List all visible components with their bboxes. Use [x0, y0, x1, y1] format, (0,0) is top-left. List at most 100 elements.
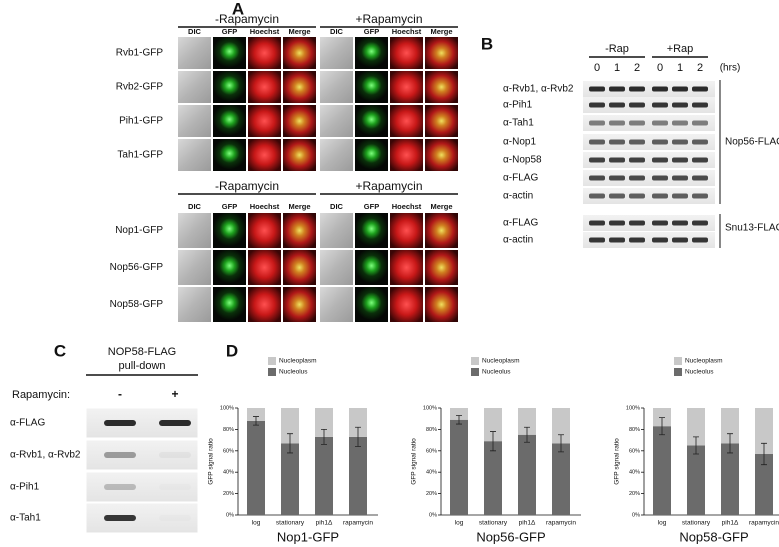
bar-segment [552, 443, 570, 515]
bar-segment [687, 445, 705, 515]
column-label: GFP [222, 27, 237, 36]
legend-swatch [268, 357, 276, 365]
y-tick-label: 80% [629, 427, 640, 433]
micrograph [178, 139, 211, 171]
bar-segment [484, 408, 502, 442]
bar-segment [687, 408, 705, 446]
bar-segment [653, 426, 671, 515]
bar-segment [484, 441, 502, 515]
column-label: DIC [188, 27, 202, 36]
micrograph [390, 213, 423, 248]
column-label: Hoechst [392, 27, 422, 36]
micrograph [213, 213, 246, 248]
band [104, 452, 136, 458]
condition-header: -Rap [605, 43, 629, 55]
band [589, 120, 605, 126]
band [672, 175, 688, 181]
micrograph [213, 105, 246, 137]
band [629, 102, 645, 108]
bar-segment [552, 408, 570, 444]
timepoint: 0 [594, 62, 600, 74]
micrograph [320, 105, 353, 137]
bar-segment [755, 408, 773, 455]
band [159, 452, 191, 458]
blot-label: α-Tah1 [503, 118, 534, 129]
band [629, 193, 645, 199]
band [589, 86, 605, 92]
band [629, 139, 645, 145]
band [609, 120, 625, 126]
panel-title: pull-down [118, 360, 165, 372]
condition-header: +Rap [667, 43, 694, 55]
micrograph [248, 250, 281, 285]
band [692, 175, 708, 181]
micrograph [320, 213, 353, 248]
y-tick-label: 40% [223, 470, 234, 476]
column-label: GFP [364, 27, 379, 36]
blot-strip [583, 134, 715, 150]
y-tick-label: 80% [426, 427, 437, 433]
micrograph [390, 37, 423, 69]
x-tick-label: pih1Δ [722, 520, 739, 527]
chart-title: Nop1-GFP [277, 529, 339, 544]
band [609, 175, 625, 181]
x-tick-label: log [455, 520, 464, 527]
micrograph [320, 139, 353, 171]
condition: + [171, 387, 178, 401]
band [652, 86, 668, 92]
condition-header: +Rapamycin [355, 179, 422, 193]
micrograph [425, 250, 458, 285]
y-tick-label: 40% [629, 470, 640, 476]
condition-header: -Rapamycin [215, 12, 279, 26]
micrograph [248, 287, 281, 322]
column-label: GFP [364, 202, 379, 211]
bar-segment [450, 408, 468, 420]
legend-label: Nucleoplasm [685, 358, 723, 365]
bar-segment [721, 408, 739, 444]
band [672, 237, 688, 243]
y-axis-label: GFP signal ratio [208, 438, 215, 485]
row-label: Rvb1-GFP [116, 48, 164, 59]
y-tick-label: 80% [223, 427, 234, 433]
band [672, 139, 688, 145]
legend-swatch [268, 368, 276, 376]
micrograph [390, 105, 423, 137]
legend-swatch [471, 368, 479, 376]
row-label: Tah1-GFP [117, 150, 163, 161]
band [159, 515, 191, 521]
micrograph [425, 213, 458, 248]
y-axis-label: GFP signal ratio [411, 438, 418, 485]
micrograph [390, 139, 423, 171]
panel-label: C [54, 341, 66, 360]
x-tick-label: rapamycin [343, 520, 373, 527]
panel-label: A [232, 0, 244, 18]
group-label: Nop56-FLAG [725, 137, 779, 148]
bar-segment [653, 408, 671, 427]
blot-label: α-actin [503, 191, 533, 202]
column-label: Merge [430, 202, 452, 211]
band [589, 139, 605, 145]
band [692, 120, 708, 126]
bar-segment [247, 420, 265, 515]
bar-segment [450, 419, 468, 515]
micrograph [248, 105, 281, 137]
error-bar [558, 434, 564, 453]
micrograph [248, 213, 281, 248]
band [629, 237, 645, 243]
blot-strip [85, 439, 199, 471]
error-bar [490, 431, 496, 452]
band [692, 193, 708, 199]
band [652, 175, 668, 181]
micrograph [283, 287, 316, 322]
band [159, 484, 191, 490]
micrograph [355, 71, 388, 103]
band [609, 102, 625, 108]
legend-swatch [471, 357, 479, 365]
treatment-label: Rapamycin: [12, 389, 70, 401]
panel-label: B [481, 34, 493, 53]
micrograph [320, 287, 353, 322]
error-bar [287, 433, 293, 454]
band [609, 86, 625, 92]
error-bar [355, 426, 361, 447]
